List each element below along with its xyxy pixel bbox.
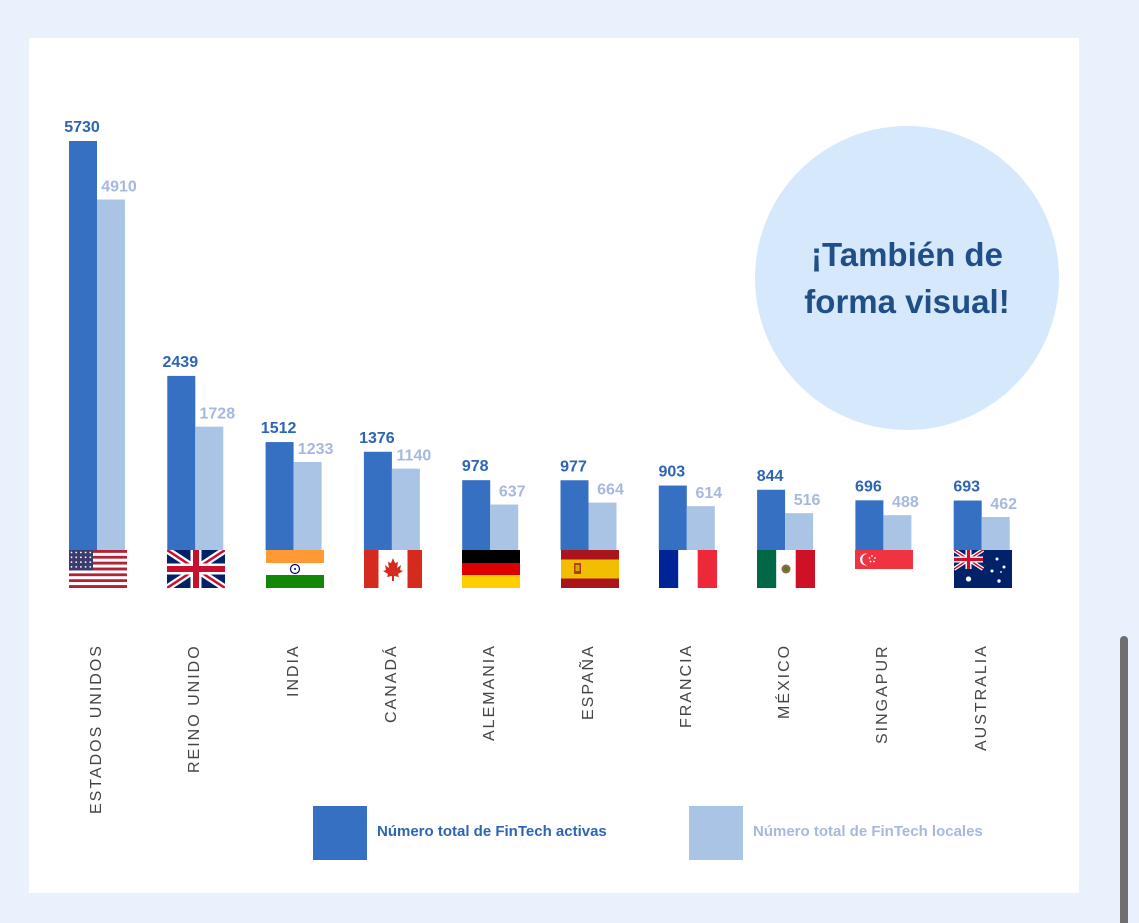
country-label: ESPAÑA xyxy=(580,644,600,844)
data-label-total: 844 xyxy=(757,468,784,485)
france-flag-icon xyxy=(658,550,717,588)
country-label-text: REINO UNIDO xyxy=(186,644,204,773)
uk-flag-icon xyxy=(167,550,226,588)
scrollbar[interactable] xyxy=(1120,636,1128,923)
singapore-flag-icon xyxy=(855,550,914,571)
data-label-total: 1512 xyxy=(261,420,297,437)
bar-total xyxy=(953,500,982,550)
country-label-text: AUSTRALIA xyxy=(972,644,990,751)
legend-label-local: Número total de FinTech locales xyxy=(753,823,983,840)
bar-total xyxy=(658,485,687,550)
bar-total xyxy=(69,141,97,550)
bar-local xyxy=(883,515,912,550)
country-label: ESTADOS UNIDOS xyxy=(88,644,108,844)
country-label-text: ESPAÑA xyxy=(579,644,597,720)
data-label-local: 1728 xyxy=(200,406,236,423)
data-label-total: 978 xyxy=(462,458,489,475)
data-label-total: 1376 xyxy=(359,430,395,447)
country-label: AUSTRALIA xyxy=(973,644,993,844)
data-label-local: 614 xyxy=(695,485,722,502)
legend-swatch-local xyxy=(689,806,743,860)
bar-total xyxy=(560,480,589,550)
bar-local xyxy=(981,517,1010,550)
bar-total xyxy=(265,442,294,550)
bar-local xyxy=(195,426,224,550)
country-label-text: FRANCIA xyxy=(677,643,695,728)
data-label-total: 977 xyxy=(560,458,587,475)
us-flag-icon xyxy=(69,550,127,588)
bar-local xyxy=(97,199,125,550)
bar-local xyxy=(391,468,420,550)
data-label-total: 903 xyxy=(658,464,685,481)
data-label-local: 488 xyxy=(892,494,919,511)
legend-swatch-total xyxy=(313,806,367,860)
country-label: SINGAPUR xyxy=(874,644,894,844)
country-label: MÉXICO xyxy=(776,644,796,844)
spain-flag-icon xyxy=(560,550,619,588)
data-label-local: 637 xyxy=(499,484,526,501)
country-label-text: SINGAPUR xyxy=(874,644,892,744)
country-label: ALEMANIA xyxy=(481,644,501,844)
country-label-text: INDIA xyxy=(284,644,302,697)
bar-total xyxy=(462,480,491,550)
data-label-total: 696 xyxy=(855,478,882,495)
australia-flag-icon xyxy=(953,550,1012,588)
country-label: INDIA xyxy=(285,644,305,844)
data-label-total: 693 xyxy=(953,479,980,496)
callout-bubble: ¡También de forma visual! xyxy=(755,126,1059,430)
country-label-text: ALEMANIA xyxy=(481,644,499,741)
legend-label-total: Número total de FinTech activas xyxy=(377,823,607,840)
data-label-local: 1140 xyxy=(397,448,432,465)
data-label-total: 2439 xyxy=(163,354,199,371)
chart-card: 5730 4910 2439 1728 1512 1233 1376 1140 978 637 97… xyxy=(29,38,1079,893)
bar-local xyxy=(588,502,617,550)
germany-flag-icon xyxy=(462,550,521,588)
country-label: REINO UNIDO xyxy=(186,644,206,844)
data-label-local: 1233 xyxy=(298,441,334,458)
mexico-flag-icon xyxy=(757,550,816,588)
bar-total xyxy=(363,451,392,550)
bar-local xyxy=(490,504,519,550)
canada-flag-icon xyxy=(363,550,422,588)
bar-total xyxy=(167,375,196,550)
bar-local xyxy=(785,513,814,550)
data-label-total: 5730 xyxy=(64,119,100,136)
bar-total xyxy=(757,489,786,550)
callout-text: ¡También de forma visual! xyxy=(804,236,1010,320)
data-label-local: 4910 xyxy=(101,179,137,196)
country-label-text: ESTADOS UNIDOS xyxy=(88,644,105,814)
data-label-local: 516 xyxy=(794,492,821,509)
data-label-local: 462 xyxy=(990,496,1017,513)
country-label-text: CANADÁ xyxy=(382,644,400,723)
bar-local xyxy=(293,461,322,550)
country-label-text: MÉXICO xyxy=(776,643,794,719)
bar-total xyxy=(855,500,884,550)
country-label: CANADÁ xyxy=(383,644,403,844)
data-label-local: 664 xyxy=(597,482,624,499)
india-flag-icon xyxy=(265,550,324,588)
bar-local xyxy=(686,506,715,550)
